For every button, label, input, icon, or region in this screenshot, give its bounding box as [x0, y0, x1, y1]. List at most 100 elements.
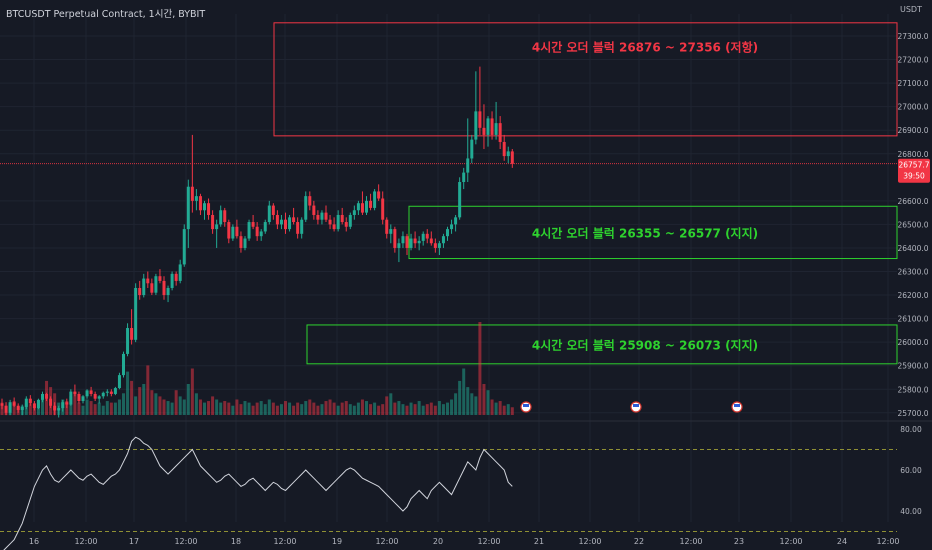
time-tick-label: 19: [332, 537, 342, 546]
volume-bar: [126, 371, 130, 415]
volume-bar: [255, 402, 259, 415]
time-tick-label: 12:00: [779, 537, 802, 546]
volume-bar: [429, 402, 433, 415]
candle-body: [279, 219, 283, 225]
candle-body: [336, 214, 340, 230]
last-price-value: 26757.7: [898, 161, 929, 170]
candle-body: [73, 391, 77, 394]
volume-bar: [174, 390, 178, 415]
candle-body: [36, 399, 40, 409]
candle-body: [150, 283, 154, 293]
volume-bar: [300, 404, 304, 415]
price-tick-label: 25900.0: [897, 362, 928, 371]
volume-bar: [308, 399, 312, 415]
candle-body: [316, 214, 320, 220]
volume-bar: [292, 405, 296, 415]
candle-body: [381, 198, 385, 220]
candle-body: [308, 196, 312, 206]
candle-body: [259, 231, 263, 237]
price-tick-label: 26200.0: [897, 291, 928, 300]
volume-bar: [263, 404, 267, 415]
candle-body: [162, 280, 166, 296]
candle-body: [458, 182, 462, 218]
volume-bar: [450, 399, 454, 415]
grid-lines: [0, 14, 897, 522]
rsi-tick-label: 40.00: [900, 507, 922, 516]
candle-body: [466, 158, 470, 173]
candle-body: [328, 219, 332, 225]
candle-body: [109, 391, 113, 394]
candle-body: [498, 123, 502, 142]
volume-bar: [247, 402, 251, 415]
candle-body: [267, 205, 271, 223]
time-tick-label: 12:00: [876, 537, 899, 546]
volume-bar: [243, 401, 247, 415]
volume-bar: [320, 404, 324, 415]
price-tick-label: 26600.0: [897, 197, 928, 206]
candle-body: [231, 226, 235, 239]
candle-body: [510, 151, 514, 164]
volume-bar: [97, 402, 101, 415]
volume-bar: [279, 404, 283, 415]
volume-bar: [77, 402, 81, 415]
volume-bar: [498, 401, 502, 415]
volume-bar: [494, 402, 498, 415]
volume-bar: [190, 368, 194, 415]
volume-bar: [413, 404, 417, 415]
candle-body: [320, 212, 324, 220]
price-tick-label: 26400.0: [897, 244, 928, 253]
volume-bar: [312, 402, 316, 415]
order-block-zone: [306, 324, 898, 365]
candle-body: [243, 238, 247, 248]
candle-body: [324, 212, 328, 220]
candle-body: [437, 243, 441, 248]
zone-label: 4시간 오더 블럭 26876 ~ 27356 (저항): [532, 39, 758, 54]
candle-body: [450, 224, 454, 230]
volume-bar: [41, 399, 44, 415]
chart-title: BTCUSDT Perpetual Contract, 1시간, BYBIT: [6, 9, 206, 20]
candle-body: [429, 238, 433, 244]
candle-body: [8, 402, 12, 413]
candle-body: [405, 236, 409, 248]
candle-body: [49, 398, 53, 406]
volume-bar: [356, 402, 360, 415]
order-block-zone: [273, 22, 898, 137]
volume-bar: [219, 402, 223, 415]
volume-bar: [316, 405, 320, 415]
candle-body: [117, 375, 121, 389]
candle-body: [332, 224, 336, 230]
candle-body: [352, 210, 356, 215]
candle-body: [494, 123, 498, 135]
volume-bar: [296, 402, 300, 415]
candle-body: [401, 236, 405, 244]
flag-event-icon-stripe: [523, 404, 529, 407]
candle-body: [142, 278, 146, 296]
time-tick-label: 23: [734, 537, 744, 546]
volume-bar: [142, 384, 146, 415]
candle-body: [186, 186, 190, 230]
time-tick-label: 12:00: [273, 537, 296, 546]
volume-bar: [267, 399, 271, 415]
time-tick-label: 12:00: [174, 537, 197, 546]
volume-bar: [198, 399, 202, 415]
price-tick-label: 25800.0: [897, 385, 928, 394]
candle-body: [93, 393, 97, 399]
volume-bar: [405, 405, 409, 415]
candle-body: [300, 219, 304, 234]
price-tick-label: 26900.0: [897, 126, 928, 135]
rsi-tick-label: 60.00: [900, 466, 922, 475]
candle-body: [69, 391, 73, 405]
volume-bar: [409, 402, 413, 415]
candle-body: [433, 243, 437, 248]
candle-body: [271, 205, 275, 215]
candle-body: [154, 276, 158, 293]
candle-body: [263, 222, 267, 232]
candle-body: [207, 203, 211, 215]
volume-bar: [275, 405, 279, 415]
volume-bar: [89, 401, 93, 415]
candle-body: [130, 328, 134, 340]
volume-bar: [373, 402, 377, 415]
zone-label: 4시간 오더 블럭 25908 ~ 26073 (지지): [532, 337, 758, 352]
candle-body: [57, 408, 61, 411]
